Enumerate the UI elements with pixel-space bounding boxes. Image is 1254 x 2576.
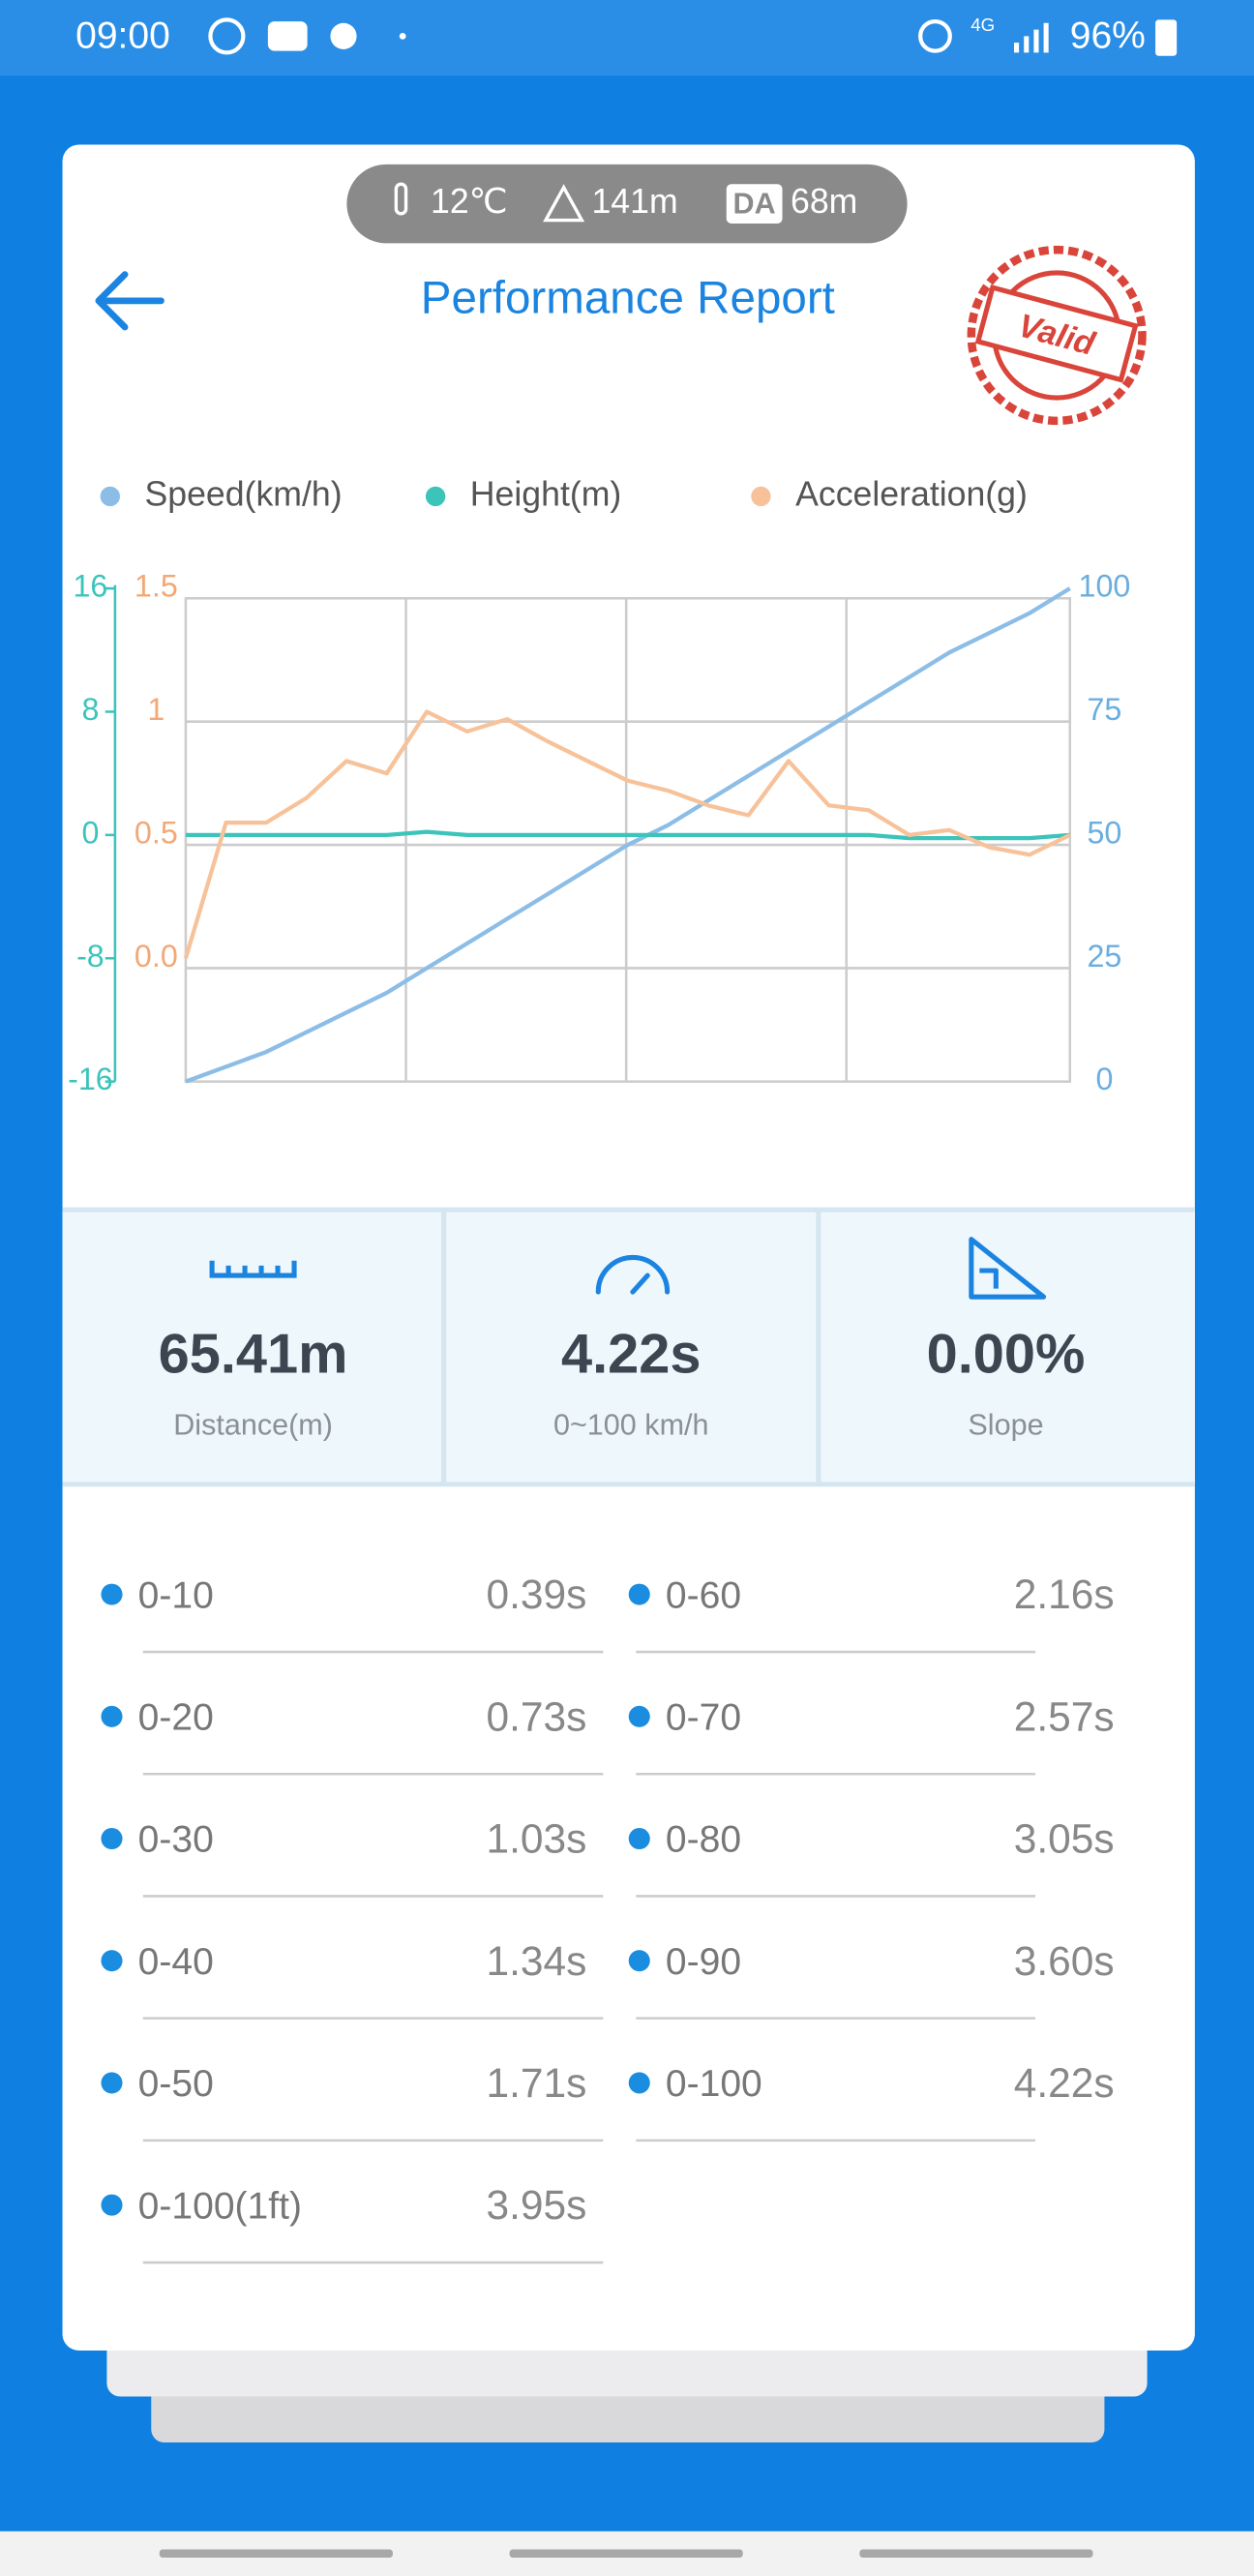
y-tick-label: 16 — [73, 569, 107, 604]
legend-marker — [425, 486, 446, 507]
network: 4G — [970, 15, 995, 35]
da-badge — [726, 184, 783, 225]
temperature: 12℃ — [431, 182, 508, 221]
altitude: 141m — [591, 182, 677, 221]
split-time: 1.71s — [487, 2060, 587, 2106]
stamp — [967, 245, 1147, 426]
back-button[interactable] — [95, 271, 164, 331]
stats: 65.41m Distance(m) 4.22s 0~100 km/h 0.00% Slo… — [159, 1323, 1086, 1441]
status-bar — [0, 0, 1254, 76]
y-tick-label: 0 — [81, 815, 99, 850]
split-label: 0-80 — [666, 1819, 741, 1861]
split-label: 0-20 — [138, 1697, 214, 1739]
battery-level: 96% — [1070, 15, 1146, 56]
split-dot — [628, 1705, 650, 1727]
split-time: 1.03s — [487, 1816, 587, 1862]
alarm-icon — [918, 18, 952, 53]
split-dot — [101, 2194, 123, 2216]
battery-icon — [1155, 19, 1178, 56]
series-line — [185, 829, 1070, 841]
split-dot — [101, 1583, 123, 1605]
y-tick-label: 8 — [81, 692, 99, 727]
y-tick-label: -16 — [68, 1062, 113, 1096]
split-dot — [628, 1827, 650, 1850]
split-label: 0-100 — [666, 2063, 762, 2105]
split-time: 0.73s — [487, 1693, 587, 1739]
clock: 09:00 — [75, 15, 170, 56]
split-time: 3.05s — [1014, 1816, 1115, 1862]
y-tick-label: -8 — [76, 939, 104, 973]
nav-handle — [859, 2549, 1093, 2558]
app-icon — [330, 22, 357, 49]
dot — [399, 32, 406, 40]
split-time: 4.22s — [1014, 2060, 1115, 2106]
thermo-icon — [394, 182, 408, 216]
nav-handle — [509, 2549, 743, 2558]
app-icon — [208, 17, 246, 55]
legend-label: Acceleration(g) — [795, 474, 1028, 513]
plot-frame — [184, 597, 1072, 1083]
split-label: 0-60 — [666, 1574, 741, 1616]
stat-label: Slope — [968, 1408, 1043, 1441]
legend-marker — [751, 486, 771, 507]
stat-value: 0.00% — [927, 1323, 1086, 1385]
altitude-icon — [543, 184, 585, 223]
split-dot — [628, 1950, 650, 1972]
y3-tick-label: 1.5 — [134, 569, 178, 604]
y3-tick-label: 1 — [147, 692, 164, 727]
stamp-band — [974, 285, 1139, 383]
split-label: 0-100(1ft) — [138, 2185, 302, 2227]
signal-icon — [1014, 22, 1049, 53]
split-dot — [101, 1827, 123, 1850]
stat-value: 65.41m — [159, 1323, 348, 1385]
y2-tick-label: 75 — [1087, 692, 1121, 727]
y2-tick-label: 0 — [1095, 1062, 1113, 1096]
splits: 0-10 0.39s 0-20 0.73s 0-30 1.03s 0-40 1.34s 0-50… — [101, 1572, 1115, 2264]
split-label: 0-40 — [138, 1941, 214, 1983]
stat-label: 0~100 km/h — [553, 1408, 709, 1441]
split-time: 0.39s — [487, 1572, 587, 1617]
split-label: 0-90 — [666, 1941, 741, 1983]
split-label: 0-10 — [138, 1574, 214, 1616]
da-label: DA — [733, 187, 776, 220]
y2-tick-label: 50 — [1087, 815, 1121, 850]
slope-icon — [969, 1237, 1047, 1300]
split-time: 1.34s — [487, 1938, 587, 1984]
app-icon — [267, 21, 308, 51]
split-dot — [101, 1705, 123, 1727]
y3-tick-label: 0.5 — [134, 815, 178, 850]
density-altitude: 68m — [791, 182, 857, 221]
chart: 16 8 0 -8 -16 1.5 1 0.5 0.0 100 75 50 25 0 Speed(km/h)… — [68, 474, 1130, 1096]
stat-label: Distance(m) — [173, 1408, 333, 1441]
speed-icon — [595, 1254, 671, 1295]
ruler-icon — [209, 1260, 297, 1278]
y3-tick-label: 0.0 — [134, 939, 178, 973]
nav-handle — [159, 2549, 393, 2558]
split-time: 2.16s — [1014, 1572, 1115, 1617]
split-label: 0-50 — [138, 2063, 214, 2105]
legend-label: Height(m) — [470, 474, 622, 513]
split-dot — [628, 2072, 650, 2094]
y2-tick-label: 25 — [1087, 939, 1121, 973]
y2-tick-label: 100 — [1079, 569, 1131, 604]
split-label: 0-70 — [666, 1697, 741, 1739]
split-dot — [101, 1950, 123, 1972]
split-time: 3.60s — [1014, 1938, 1115, 1984]
series-line — [185, 586, 1071, 1084]
legend-marker — [100, 486, 120, 507]
split-dot — [101, 2072, 123, 2094]
stat-value: 4.22s — [561, 1323, 702, 1385]
legend-label: Speed(km/h) — [144, 474, 342, 513]
split-dot — [628, 1583, 650, 1605]
split-label: 0-30 — [138, 1819, 214, 1861]
split-time: 2.57s — [1014, 1693, 1115, 1739]
series-line — [183, 709, 1071, 959]
split-time: 3.95s — [487, 2182, 587, 2228]
title: Performance Report — [421, 272, 835, 323]
